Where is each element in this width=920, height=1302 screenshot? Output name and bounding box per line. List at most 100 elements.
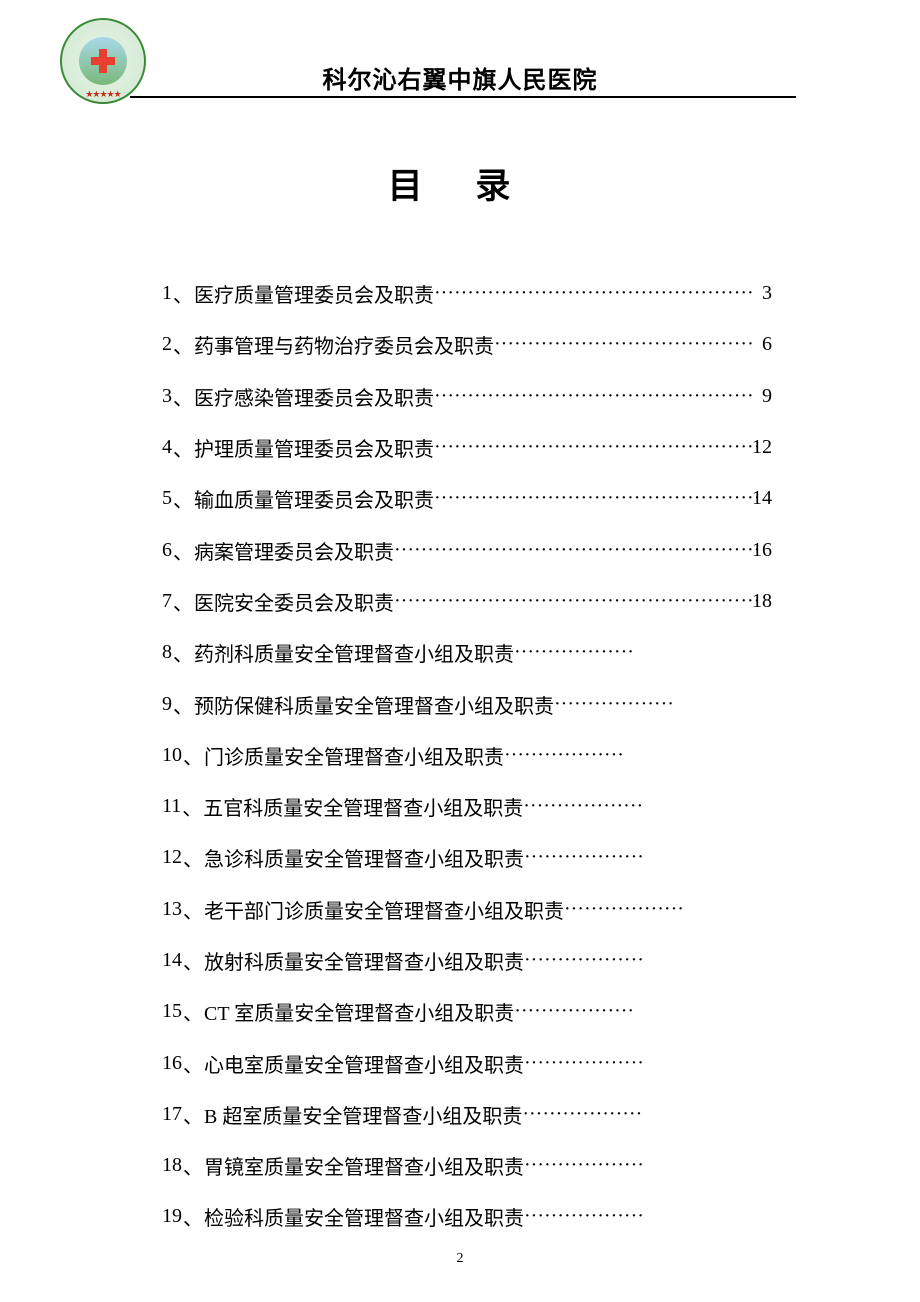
- toc-entry: 5、输血质量管理委员会及职责··························…: [162, 473, 772, 524]
- toc-entry-title: 医院安全委员会及职责: [194, 587, 394, 616]
- toc-entry-dots: ··················: [524, 1205, 644, 1228]
- toc-entry-title: 放射科质量安全管理督查小组及职责: [204, 946, 524, 975]
- toc-entry-dots: ··················: [554, 693, 674, 716]
- toc-entry-dots: ········································…: [434, 385, 756, 408]
- toc-entry: 11、五官科质量安全管理督查小组及职责··················: [162, 781, 772, 832]
- toc-entry-separator: 、: [183, 1100, 203, 1129]
- toc-entry-dots: ··················: [522, 1103, 642, 1126]
- toc-entry-page: 14: [752, 487, 772, 510]
- toc-entry-dots: ··················: [523, 795, 643, 818]
- page-number: 2: [0, 1251, 920, 1267]
- toc-entry-page: 9: [750, 385, 772, 408]
- toc-entry-separator: 、: [173, 536, 193, 565]
- toc-list: 1、医疗质量管理委员会及职责··························…: [162, 268, 772, 1243]
- toc-entry-dots: ··················: [564, 898, 684, 921]
- page-title: 目 录: [0, 158, 920, 209]
- toc-entry-page: 6: [750, 333, 772, 356]
- toc-entry-separator: 、: [182, 792, 202, 821]
- toc-entry-title: 心电室质量安全管理督查小组及职责: [204, 1049, 524, 1078]
- toc-entry-dots: ··················: [504, 744, 624, 767]
- toc-entry-separator: 、: [183, 741, 203, 770]
- toc-entry: 14、放射科质量安全管理督查小组及职责··················: [162, 935, 772, 986]
- toc-entry-dots: ··················: [524, 949, 644, 972]
- toc-entry-title: 药剂科质量安全管理督查小组及职责: [194, 638, 514, 667]
- toc-entry: 9、预防保健科质量安全管理督查小组及职责··················: [162, 678, 772, 729]
- toc-entry: 15、CT 室质量安全管理督查小组及职责··················: [162, 986, 772, 1037]
- toc-entry: 7、医院安全委员会及职责····························…: [162, 576, 772, 627]
- toc-entry-number: 18: [162, 1154, 182, 1177]
- toc-entry-number: 9: [162, 693, 172, 716]
- toc-entry-dots: ········································…: [434, 282, 756, 305]
- toc-entry-separator: 、: [183, 1151, 203, 1180]
- toc-entry-separator: 、: [173, 382, 193, 411]
- toc-entry-separator: 、: [183, 1202, 203, 1231]
- toc-entry-separator: 、: [173, 433, 193, 462]
- toc-entry-title: 医疗质量管理委员会及职责: [194, 279, 434, 308]
- toc-entry: 19、检验科质量安全管理督查小组及职责··················: [162, 1191, 772, 1242]
- toc-entry-number: 13: [162, 898, 182, 921]
- toc-entry-dots: ··················: [524, 846, 644, 869]
- toc-entry-dots: ··················: [514, 1000, 634, 1023]
- toc-entry: 2、药事管理与药物治疗委员会及职责·······················…: [162, 319, 772, 370]
- toc-entry-separator: 、: [183, 997, 203, 1026]
- toc-entry-dots: ··················: [524, 1052, 644, 1075]
- toc-entry-separator: 、: [173, 330, 193, 359]
- toc-entry-title: B 超室质量安全管理督查小组及职责: [204, 1100, 522, 1129]
- toc-entry-number: 1: [162, 282, 172, 305]
- toc-entry-title: CT 室质量安全管理督查小组及职责: [204, 997, 514, 1026]
- toc-entry: 13、老干部门诊质量安全管理督查小组及职责··················: [162, 884, 772, 935]
- toc-entry-dots: ········································…: [434, 436, 758, 459]
- toc-entry-number: 16: [162, 1052, 182, 1075]
- toc-entry-separator: 、: [183, 946, 203, 975]
- toc-entry-title: 医疗感染管理委员会及职责: [194, 382, 434, 411]
- toc-entry-title: 检验科质量安全管理督查小组及职责: [204, 1202, 524, 1231]
- toc-entry-page: 12: [752, 436, 772, 459]
- header-hospital-name: 科尔沁右翼中旗人民医院: [0, 60, 920, 95]
- toc-entry-number: 3: [162, 385, 172, 408]
- toc-entry: 16、心电室质量安全管理督查小组及职责··················: [162, 1037, 772, 1088]
- toc-entry: 10、门诊质量安全管理督查小组及职责··················: [162, 730, 772, 781]
- toc-entry: 18、胃镜室质量安全管理督查小组及职责··················: [162, 1140, 772, 1191]
- toc-entry-number: 5: [162, 487, 172, 510]
- toc-entry-separator: 、: [183, 843, 203, 872]
- toc-entry-dots: ········································…: [434, 487, 758, 510]
- toc-entry: 3、医疗感染管理委员会及职责··························…: [162, 371, 772, 422]
- toc-entry-number: 17: [162, 1103, 182, 1126]
- toc-entry-number: 19: [162, 1205, 182, 1228]
- toc-entry-dots: ··················: [514, 641, 634, 664]
- toc-entry-number: 12: [162, 846, 182, 869]
- toc-entry-separator: 、: [183, 895, 203, 924]
- toc-entry-title: 胃镜室质量安全管理督查小组及职责: [204, 1151, 524, 1180]
- toc-entry-title: 药事管理与药物治疗委员会及职责: [194, 330, 494, 359]
- toc-entry-separator: 、: [173, 587, 193, 616]
- toc-entry-number: 11: [162, 795, 181, 818]
- header-divider: [130, 96, 796, 98]
- toc-entry-separator: 、: [173, 484, 193, 513]
- toc-entry-number: 10: [162, 744, 182, 767]
- toc-entry-page: 16: [752, 539, 772, 562]
- toc-entry-number: 14: [162, 949, 182, 972]
- toc-entry-number: 4: [162, 436, 172, 459]
- toc-entry: 8、药剂科质量安全管理督查小组及职责··················: [162, 627, 772, 678]
- toc-entry-title: 护理质量管理委员会及职责: [194, 433, 434, 462]
- toc-entry-number: 8: [162, 641, 172, 664]
- toc-entry-title: 五官科质量安全管理督查小组及职责: [203, 792, 523, 821]
- toc-entry-separator: 、: [173, 638, 193, 667]
- toc-entry-number: 7: [162, 590, 172, 613]
- toc-entry: 6、病案管理委员会及职责····························…: [162, 524, 772, 575]
- toc-entry: 4、护理质量管理委员会及职责··························…: [162, 422, 772, 473]
- toc-entry-page: 18: [752, 590, 772, 613]
- toc-entry-number: 15: [162, 1000, 182, 1023]
- toc-entry-separator: 、: [183, 1049, 203, 1078]
- toc-entry-title: 老干部门诊质量安全管理督查小组及职责: [204, 895, 564, 924]
- toc-entry: 12、急诊科质量安全管理督查小组及职责··················: [162, 832, 772, 883]
- toc-entry-page: 3: [750, 282, 772, 305]
- toc-entry-title: 输血质量管理委员会及职责: [194, 484, 434, 513]
- toc-entry: 17、B 超室质量安全管理督查小组及职责··················: [162, 1089, 772, 1140]
- toc-entry-title: 急诊科质量安全管理督查小组及职责: [204, 843, 524, 872]
- toc-entry-dots: ··················: [524, 1154, 644, 1177]
- toc-entry-dots: ········································…: [394, 590, 758, 613]
- toc-entry-separator: 、: [173, 690, 193, 719]
- toc-entry-number: 2: [162, 333, 172, 356]
- toc-entry-title: 预防保健科质量安全管理督查小组及职责: [194, 690, 554, 719]
